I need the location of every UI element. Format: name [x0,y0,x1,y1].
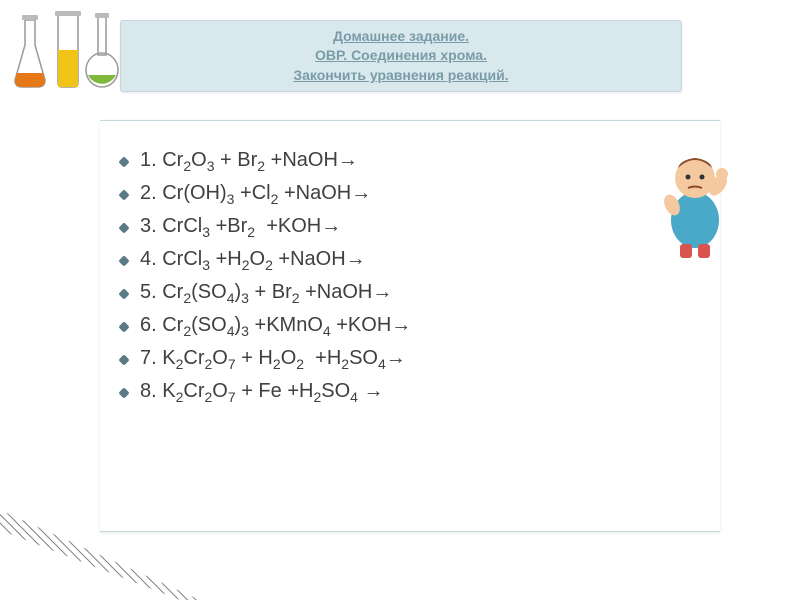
equation-row: 2. Cr(OH)3 +Cl2 +NaOH→ [120,182,720,207]
bullet-icon [118,321,129,332]
bullet-icon [118,189,129,200]
equation-text: 5. Cr2(SO4)3 + Br2 +NaOH→ [140,281,392,306]
equation-row: 4. CrCl3 +H2O2 +NaOH→ [120,248,720,273]
equation-text: 4. CrCl3 +H2O2 +NaOH→ [140,248,366,273]
equation-text: 6. Cr2(SO4)3 +KMnO4 +KOH→ [140,314,411,339]
equation-row: 8. K2Cr2O7 + Fe +H2SO4 → [120,380,720,405]
bullet-icon [118,255,129,266]
slide: Домашнее задание. ОВР. Соединения хрома.… [0,0,800,600]
header-box: Домашнее задание. ОВР. Соединения хрома.… [120,20,682,92]
bullet-icon [118,222,129,233]
equation-row: 3. CrCl3 +Br2 +KOH→ [120,215,720,240]
equation-text: 7. K2Cr2O7 + H2O2 +H2SO4→ [140,347,406,372]
bullet-icon [118,156,129,167]
corner-decoration-top [0,530,180,600]
equation-text: 3. CrCl3 +Br2 +KOH→ [140,215,341,240]
equation-text: 8. K2Cr2O7 + Fe +H2SO4 → [140,380,384,405]
equation-row: 5. Cr2(SO4)3 + Br2 +NaOH→ [120,281,720,306]
flasks-icon [10,5,120,95]
equation-text: 2. Cr(OH)3 +Cl2 +NaOH→ [140,182,371,207]
equation-row: 6. Cr2(SO4)3 +KMnO4 +KOH→ [120,314,720,339]
equation-row: 7. K2Cr2O7 + H2O2 +H2SO4→ [120,347,720,372]
equation-text: 1. Cr2O3 + Br2 +NaOH→ [140,149,358,174]
header-line2: ОВР. Соединения хрома. [315,46,487,66]
header-line3: Закончить уравнения реакций. [293,66,508,86]
equation-row: 1. Cr2O3 + Br2 +NaOH→ [120,149,720,174]
bullet-icon [118,288,129,299]
equation-list: 1. Cr2O3 + Br2 +NaOH→ 2. Cr(OH)3 +Cl2 +Na… [120,149,720,405]
cartoon-icon [650,150,740,260]
bullet-icon [118,354,129,365]
bullet-icon [118,387,129,398]
header-line1: Домашнее задание. [333,27,469,47]
content-box: 1. Cr2O3 + Br2 +NaOH→ 2. Cr(OH)3 +Cl2 +Na… [100,120,720,532]
